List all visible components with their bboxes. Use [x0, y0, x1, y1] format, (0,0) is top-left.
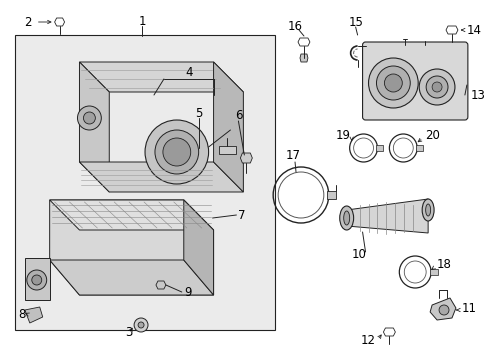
Text: 19: 19	[335, 129, 350, 141]
Polygon shape	[183, 200, 213, 295]
Polygon shape	[50, 200, 213, 295]
Bar	[376, 145, 383, 151]
Polygon shape	[55, 18, 64, 26]
Circle shape	[138, 322, 144, 328]
Text: 14: 14	[466, 23, 481, 36]
Circle shape	[368, 58, 417, 108]
Polygon shape	[240, 153, 252, 163]
Bar	[218, 146, 236, 154]
Text: 20: 20	[424, 129, 439, 141]
Text: 10: 10	[351, 248, 366, 261]
Bar	[15, 35, 275, 330]
Ellipse shape	[421, 199, 433, 221]
Polygon shape	[80, 62, 109, 192]
Circle shape	[32, 275, 41, 285]
Text: 12: 12	[360, 333, 375, 346]
Polygon shape	[429, 298, 455, 320]
Polygon shape	[346, 199, 427, 233]
Text: 2: 2	[24, 15, 32, 28]
Circle shape	[155, 130, 198, 174]
Text: 6: 6	[234, 108, 242, 122]
Text: 8: 8	[18, 309, 25, 321]
Circle shape	[418, 69, 454, 105]
Polygon shape	[213, 62, 243, 192]
Ellipse shape	[343, 211, 349, 225]
Text: 4: 4	[184, 66, 192, 78]
Text: 15: 15	[347, 15, 362, 28]
Text: 16: 16	[287, 19, 302, 32]
Circle shape	[163, 138, 190, 166]
Circle shape	[376, 66, 409, 100]
Circle shape	[384, 74, 402, 92]
Circle shape	[77, 106, 101, 130]
Text: 13: 13	[470, 89, 485, 102]
Circle shape	[438, 305, 448, 315]
Bar	[415, 145, 422, 151]
Circle shape	[145, 120, 208, 184]
Text: 11: 11	[461, 302, 476, 315]
Circle shape	[83, 112, 95, 124]
Circle shape	[425, 76, 447, 98]
Ellipse shape	[339, 206, 353, 230]
Polygon shape	[156, 281, 165, 289]
Text: 7: 7	[238, 208, 245, 221]
Circle shape	[134, 318, 148, 332]
Polygon shape	[25, 307, 42, 323]
Polygon shape	[50, 200, 213, 230]
Polygon shape	[445, 26, 457, 34]
Polygon shape	[80, 62, 243, 92]
Bar	[326, 191, 335, 199]
Circle shape	[27, 270, 46, 290]
Polygon shape	[383, 328, 394, 336]
Text: 18: 18	[436, 258, 451, 271]
Text: 5: 5	[195, 107, 202, 120]
Circle shape	[431, 82, 441, 92]
Polygon shape	[80, 162, 243, 192]
Text: 9: 9	[183, 285, 191, 298]
Polygon shape	[50, 260, 213, 295]
FancyBboxPatch shape	[362, 42, 467, 120]
Text: 1: 1	[138, 14, 145, 27]
Text: 3: 3	[124, 325, 132, 338]
Polygon shape	[297, 38, 309, 46]
Ellipse shape	[425, 204, 430, 216]
Polygon shape	[299, 54, 307, 62]
Polygon shape	[25, 258, 50, 300]
Text: 17: 17	[285, 149, 300, 162]
Bar	[429, 269, 437, 275]
